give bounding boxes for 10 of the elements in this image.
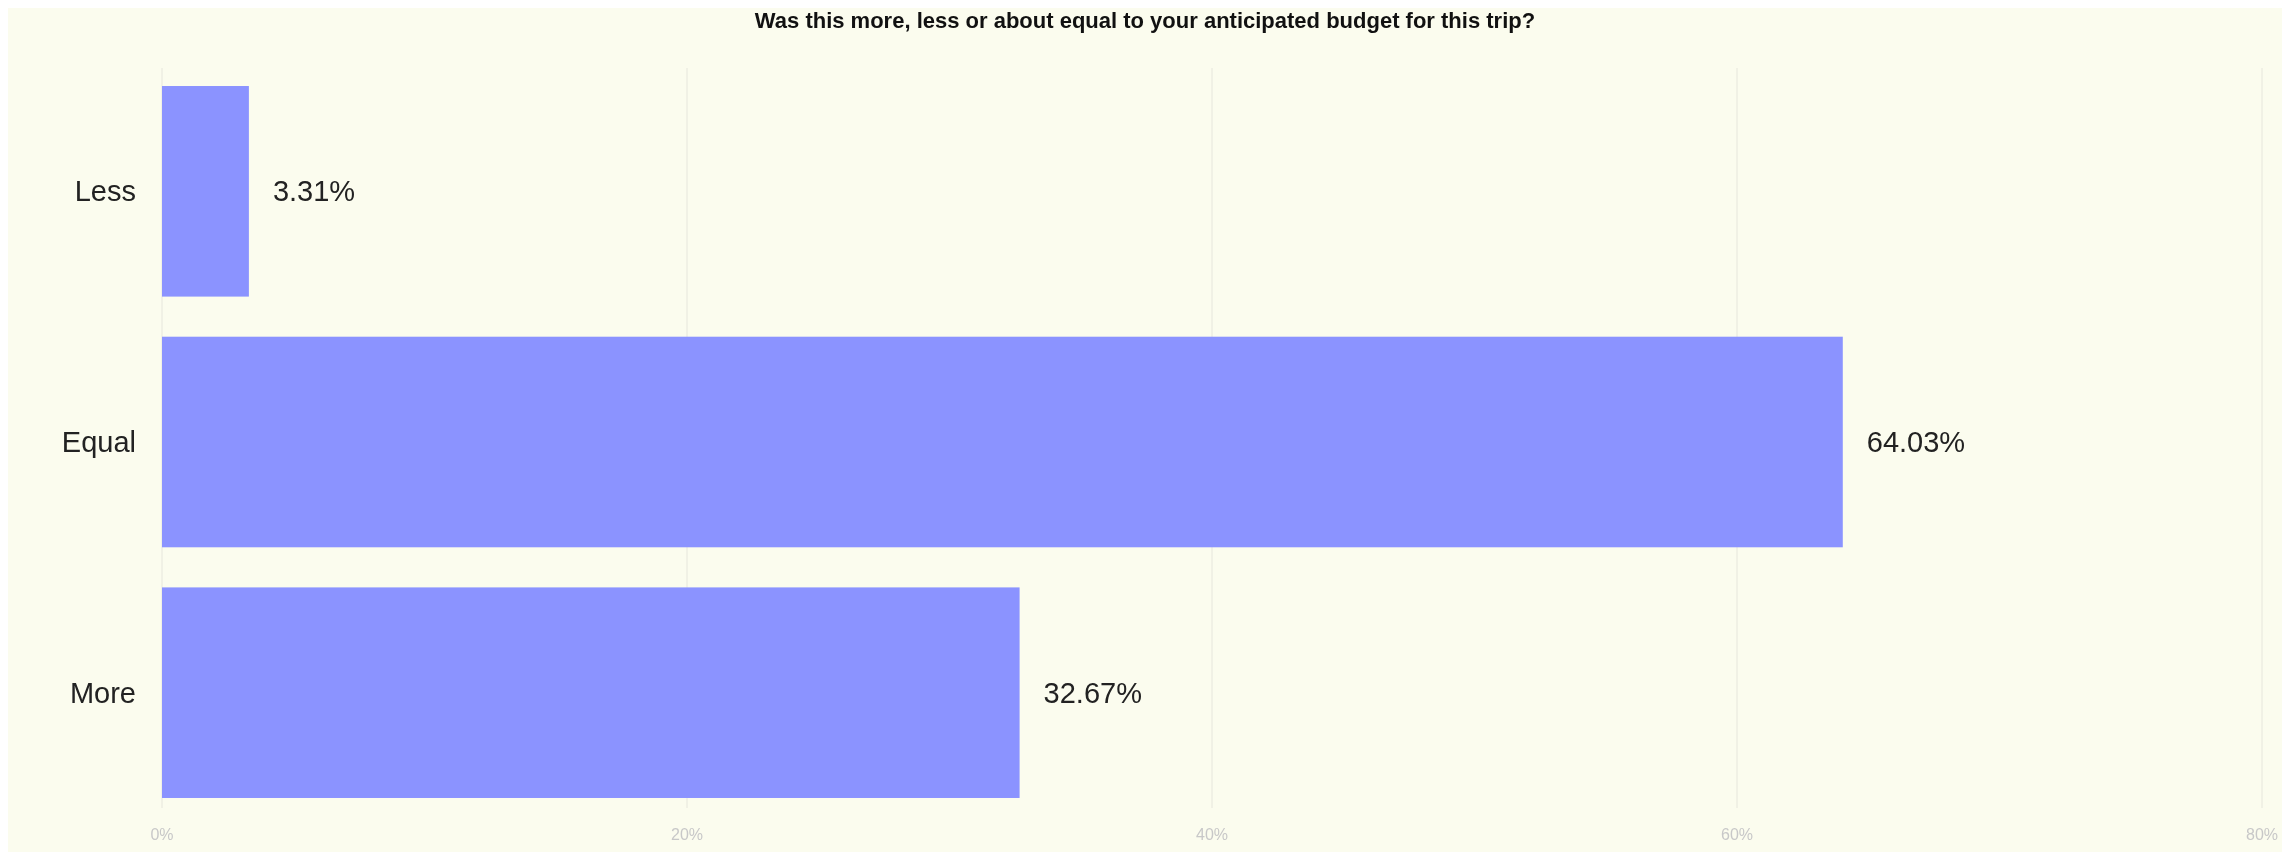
y-tick-label: Equal	[61, 426, 136, 458]
bar	[162, 587, 1020, 798]
data-label: 3.31%	[272, 175, 356, 208]
bar	[162, 336, 1843, 548]
y-tick-label: Less	[74, 175, 136, 208]
bar	[162, 86, 249, 297]
data-label: 32.67%	[1043, 676, 1142, 709]
chart-title: Was this more, less or about equal to your anticipated budget for this trip?	[754, 8, 1536, 33]
y-tick-label: More	[69, 676, 136, 709]
data-label: 64.03%	[1866, 426, 1966, 458]
